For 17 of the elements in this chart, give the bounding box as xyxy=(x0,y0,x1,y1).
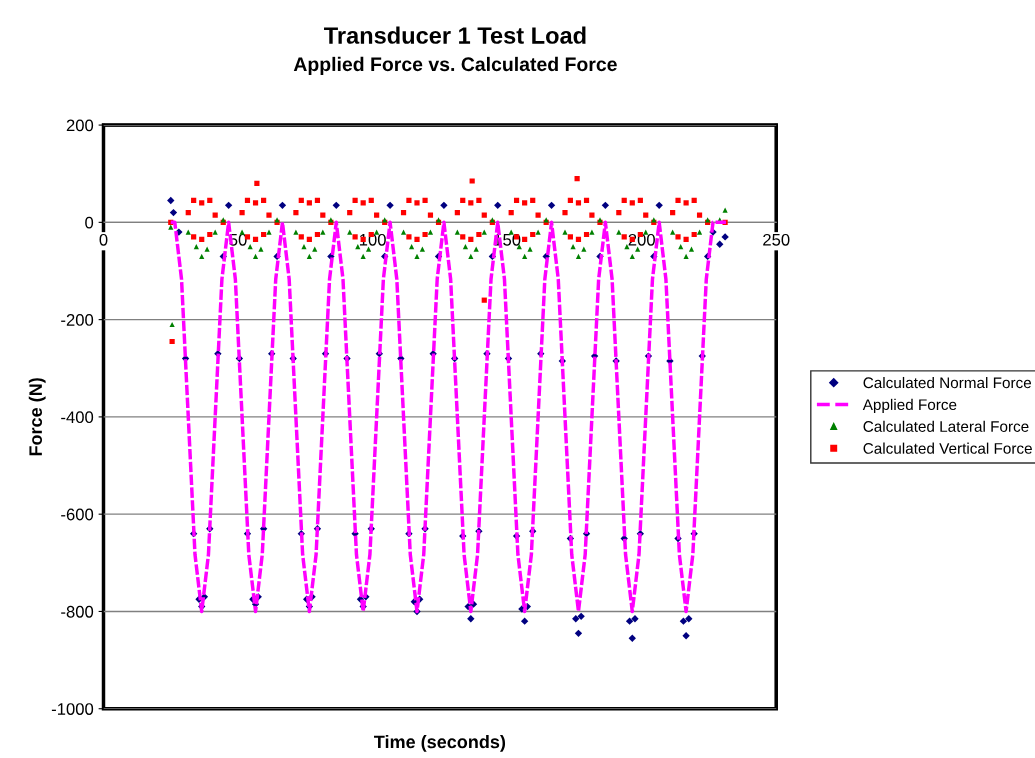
y-tick-label: -1000 xyxy=(51,703,94,715)
legend-label: Calculated Vertical Force xyxy=(863,442,1032,454)
y-tick-label: 0 xyxy=(85,216,94,229)
y-tick-label: -400 xyxy=(61,411,94,424)
y-tick-label: -800 xyxy=(61,605,94,618)
x-axis-title: Time (seconds) xyxy=(374,734,506,752)
x-tick-label: 0 xyxy=(99,233,108,246)
y-tick-label: 200 xyxy=(66,119,94,132)
legend-label: Calculated Normal Force xyxy=(863,376,1032,389)
legend-label: Applied Force xyxy=(862,398,957,414)
y-tick-label: -600 xyxy=(61,508,94,521)
x-tick-label: 250 xyxy=(763,233,790,246)
legend-label: Calculated Lateral Force xyxy=(863,420,1029,432)
chart-subtitle: Applied Force vs. Calculated Force xyxy=(293,56,617,75)
y-tick-label: -200 xyxy=(61,314,94,326)
chart-title: Transducer 1 Test Load xyxy=(324,26,586,44)
y-axis-title: Force (N) xyxy=(28,378,46,456)
